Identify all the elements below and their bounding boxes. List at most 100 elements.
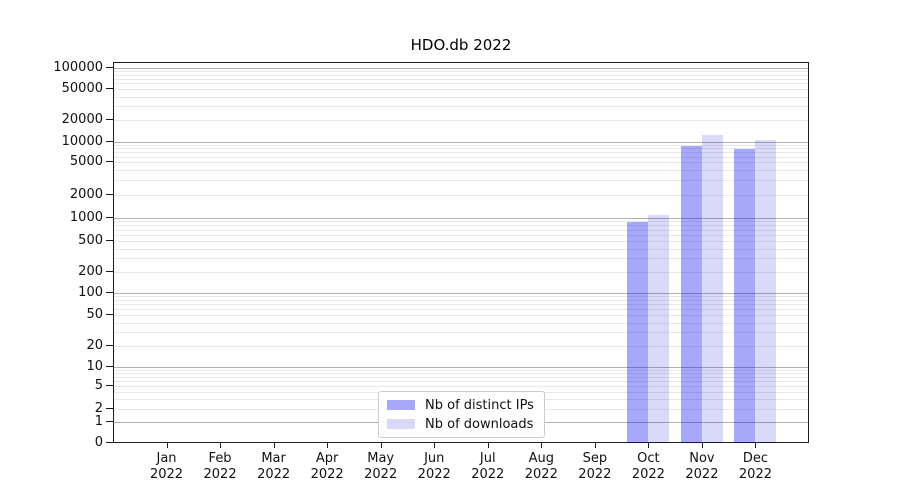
y-tick-label: 500: [78, 233, 103, 248]
x-tick-label: Jan 2022: [149, 451, 184, 482]
y-grid-minor: [114, 346, 808, 347]
bar-distinct-ips: [680, 146, 702, 443]
y-grid-minor: [114, 78, 808, 80]
y-grid-minor: [114, 71, 808, 73]
y-grid-major: [114, 68, 808, 69]
y-tick-label: 100: [78, 285, 103, 300]
x-tick-label: May 2022: [364, 451, 398, 482]
y-tick: [106, 119, 113, 120]
x-tick-label: Aug 2022: [524, 451, 558, 482]
x-tick: [166, 443, 168, 448]
x-tick-label: Dec 2022: [738, 451, 772, 482]
y-grid-minor: [114, 180, 808, 182]
legend-item: Nb of downloads: [387, 417, 536, 432]
y-grid-minor: [114, 315, 808, 316]
x-tick-label: Jun 2022: [417, 451, 451, 482]
y-tick: [106, 217, 113, 218]
y-grid-minor: [114, 145, 808, 147]
y-grid-minor: [114, 195, 808, 196]
x-tick: [755, 443, 757, 448]
y-tick-label: 200: [78, 264, 103, 279]
y-tick: [106, 345, 113, 346]
y-grid-minor: [114, 221, 808, 223]
x-tick: [220, 443, 222, 448]
y-grid-minor: [114, 309, 808, 311]
x-tick-label: Apr 2022: [310, 451, 344, 482]
x-tick: [434, 443, 436, 448]
y-tick: [106, 88, 113, 89]
y-grid-minor: [114, 241, 808, 242]
x-tick: [487, 443, 489, 448]
y-tick-label: 2000: [69, 187, 103, 202]
y-tick-label: 1000: [69, 210, 103, 225]
y-tick: [106, 161, 113, 162]
y-tick: [106, 292, 113, 293]
y-grid-minor: [114, 225, 808, 227]
y-grid-minor: [114, 106, 808, 108]
legend-swatch-distinct-ips: [387, 400, 415, 410]
y-tick-label: 20: [86, 338, 103, 353]
x-tick-label: Nov 2022: [685, 451, 719, 482]
y-tick: [106, 366, 113, 367]
y-tick-label: 100000: [53, 60, 103, 75]
y-tick-label: 10000: [61, 134, 103, 149]
y-tick: [106, 314, 113, 315]
bar-distinct-ips: [734, 148, 756, 443]
y-grid-minor: [114, 120, 808, 121]
y-tick: [106, 408, 113, 409]
y-grid-major: [114, 293, 808, 294]
y-grid-major: [114, 218, 808, 219]
y-grid-minor: [114, 156, 808, 158]
x-tick: [327, 443, 329, 448]
y-grid-minor: [114, 152, 808, 154]
y-grid-minor: [114, 369, 808, 371]
y-tick-label: 0: [94, 435, 103, 450]
y-grid-minor: [114, 272, 808, 273]
y-grid-minor: [114, 96, 808, 98]
legend-label: Nb of downloads: [425, 416, 534, 432]
y-tick: [106, 271, 113, 272]
y-tick-label: 5000: [69, 154, 103, 169]
y-grid-minor: [114, 332, 808, 334]
y-grid-minor: [114, 234, 808, 236]
chart-title: HDO.db 2022: [410, 36, 512, 54]
y-tick: [106, 67, 113, 68]
y-tick: [106, 240, 113, 241]
y-grid-minor: [114, 258, 808, 260]
y-grid-major: [114, 367, 808, 368]
y-tick: [106, 194, 113, 195]
x-tick-label: Sep 2022: [578, 451, 612, 482]
y-grid-minor: [114, 300, 808, 302]
y-grid-minor: [114, 248, 808, 250]
y-tick-label: 50000: [61, 81, 103, 96]
legend: Nb of distinct IPs Nb of downloads: [378, 391, 545, 438]
y-tick-label: 10: [86, 359, 103, 374]
x-tick: [594, 443, 596, 448]
bar-downloads: [701, 134, 723, 443]
x-tick: [273, 443, 275, 448]
y-grid-minor: [114, 386, 808, 387]
x-tick-label: Oct 2022: [631, 451, 665, 482]
y-grid-minor: [114, 381, 808, 382]
bar-downloads: [755, 140, 777, 443]
y-tick-label: 2: [94, 401, 103, 416]
y-grid-minor: [114, 229, 808, 231]
x-tick-label: Feb 2022: [203, 451, 237, 482]
y-tick: [106, 385, 113, 386]
y-grid-minor: [114, 74, 808, 76]
y-grid-minor: [114, 296, 808, 298]
y-grid-minor: [114, 89, 808, 90]
x-tick: [701, 443, 703, 448]
y-tick-label: 20000: [61, 112, 103, 127]
y-tick: [106, 442, 113, 443]
y-tick-label: 1: [94, 414, 103, 429]
x-tick: [380, 443, 382, 448]
y-tick: [106, 141, 113, 142]
y-grid-minor: [114, 376, 808, 378]
bar-downloads: [648, 214, 670, 443]
y-grid-minor: [114, 322, 808, 324]
bar-distinct-ips: [627, 222, 649, 443]
y-grid-minor: [114, 162, 808, 163]
legend-item: Nb of distinct IPs: [387, 398, 536, 413]
